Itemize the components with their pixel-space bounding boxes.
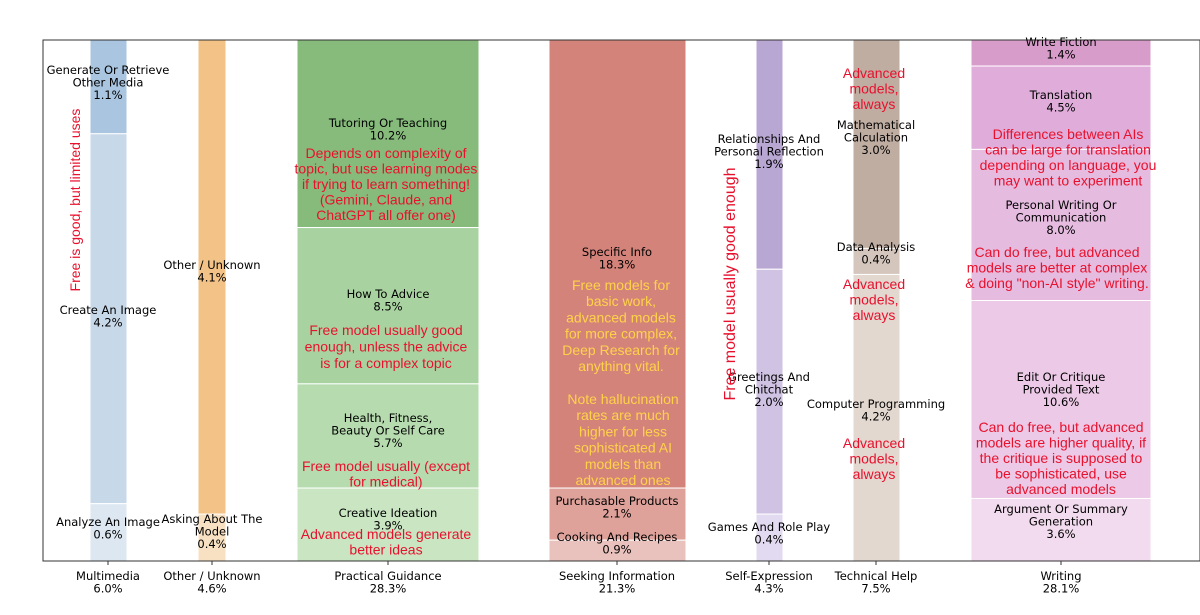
column-multimedia	[89, 39, 128, 562]
bar-segment-how-to-advice	[296, 227, 480, 385]
segment-label-cooking-and-recipes: Cooking And Recipes 0.9%	[557, 530, 678, 557]
segment-label-how-to-advice: How To Advice 8.5%	[347, 287, 430, 314]
column-practical-guidance	[296, 39, 480, 562]
annotation-programming-note: Advanced models, always	[843, 435, 905, 482]
annotation-specific-info-note: Free models for basic work, advanced model…	[562, 277, 680, 374]
segment-label-write-fiction: Write Fiction 1.4%	[1025, 35, 1096, 62]
segment-label-create-an-image: Create An Image 4.2%	[60, 303, 157, 330]
bar-segment-generate-or-retrieve-other-media	[89, 39, 128, 135]
segment-label-games-and-role-play: Games And Role Play 0.4%	[708, 520, 831, 547]
segment-label-greetings-and-chitchat: Greetings And Chitchat 2.0%	[728, 370, 810, 409]
segment-label-computer-programming: Computer Programming 4.2%	[807, 397, 945, 424]
bar-segment-relationships-and-personal-reflection	[755, 39, 784, 270]
x-tick-label-other-unknown: Other / Unknown 4.6%	[163, 569, 260, 596]
segment-label-edit-or-critique-provided-text: Edit Or Critique Provided Text 10.6%	[1017, 370, 1106, 409]
annotation-health-note: Free model usually (except for medical)	[302, 458, 470, 490]
bar-segment-games-and-role-play	[755, 513, 784, 562]
plot-frame	[42, 39, 1200, 562]
segment-label-personal-writing-or-communication: Personal Writing Or Communication 8.0%	[1005, 198, 1116, 237]
segment-label-health-fitness-beauty-or-self-care: Health, Fitness, Beauty Or Self Care 5.7%	[331, 411, 445, 450]
annotation-self-expression-note: Free model usually good enough	[722, 167, 739, 400]
segment-label-asking-about-the-model: Asking About The Model 0.4%	[161, 512, 262, 551]
bar-segment-specific-info	[548, 39, 687, 489]
annotation-edit-note: Can do free, but advanced models are high…	[976, 419, 1146, 497]
segment-label-creative-ideation: Creative Ideation 3.9%	[339, 506, 438, 533]
x-tick-label-seeking-information: Seeking Information 21.3%	[559, 569, 675, 596]
x-tick-label-multimedia: Multimedia 6.0%	[76, 569, 140, 596]
segment-label-purchasable-products: Purchasable Products 2.1%	[555, 494, 678, 521]
annotation-personal-writing-note: Can do free, but advanced models are bett…	[965, 244, 1148, 291]
annotation-howto-note: Free model usually good enough, unless th…	[305, 322, 468, 371]
bar-segment-data-analysis	[852, 247, 901, 275]
bar-segment-purchasable-products	[548, 487, 687, 541]
annotation-tutoring-note: Depends on complexity of topic, but use l…	[295, 145, 478, 223]
column-technical-help	[852, 39, 901, 562]
annotation-math-note: Advanced models, always	[843, 65, 905, 112]
segment-label-argument-or-summary-generation: Argument Or Summary Generation 3.6%	[994, 502, 1128, 541]
bar-segment-health-fitness-beauty-or-self-care	[296, 383, 480, 489]
annotation-multimedia-note: Free is good, but limited uses	[67, 109, 83, 292]
bar-segment-edit-or-critique-provided-text	[970, 300, 1152, 499]
x-tick-label-practical-guidance: Practical Guidance 28.3%	[334, 569, 441, 596]
column-writing	[970, 39, 1152, 562]
bar-segment-other-unknown	[197, 39, 227, 515]
annotation-data-analysis-note: Advanced models, always	[843, 276, 905, 323]
bar-segment-computer-programming	[852, 273, 901, 562]
bar-segment-write-fiction	[970, 39, 1152, 67]
bar-segment-create-an-image	[89, 133, 128, 505]
bar-segment-greetings-and-chitchat	[755, 268, 784, 515]
bar-segment-argument-or-summary-generation	[970, 497, 1152, 562]
x-tick-label-writing: Writing 28.1%	[1040, 569, 1081, 596]
segment-label-specific-info: Specific Info 18.3%	[582, 245, 652, 272]
bar-segment-mathematical-calculation	[852, 39, 901, 249]
x-tick-label-self-expression: Self-Expression 4.3%	[725, 569, 813, 596]
segment-label-other-unknown: Other / Unknown 4.1%	[163, 258, 260, 285]
column-seeking-information	[548, 39, 687, 562]
bar-segment-tutoring-or-teaching	[296, 39, 480, 229]
segment-label-data-analysis: Data Analysis 0.4%	[837, 240, 916, 267]
x-tick-label-technical-help: Technical Help 7.5%	[834, 569, 918, 596]
bar-segment-translation	[970, 65, 1152, 150]
segment-label-relationships-and-personal-reflection: Relationships And Personal Reflection 1.9%	[714, 132, 824, 171]
segment-label-generate-or-retrieve-other-media: Generate Or Retrieve Other Media 1.1%	[47, 63, 170, 102]
column-self-expression	[755, 39, 784, 562]
segment-label-tutoring-or-teaching: Tutoring Or Teaching 10.2%	[328, 116, 447, 143]
segment-label-translation: Translation 4.5%	[1029, 88, 1093, 115]
segment-label-mathematical-calculation: Mathematical Calculation 3.0%	[837, 118, 915, 157]
annotation-ideation-note: Advanced models generate better ideas	[301, 526, 472, 558]
annotation-translation-note: Differences between AIs can be large for …	[980, 126, 1157, 189]
bar-segment-personal-writing-or-communication	[970, 148, 1152, 301]
segment-label-analyze-an-image: Analyze An Image 0.6%	[56, 515, 160, 542]
column-other-unknown	[197, 39, 227, 562]
annotation-hallucination-note: Note hallucination rates are much higher f…	[567, 391, 678, 488]
